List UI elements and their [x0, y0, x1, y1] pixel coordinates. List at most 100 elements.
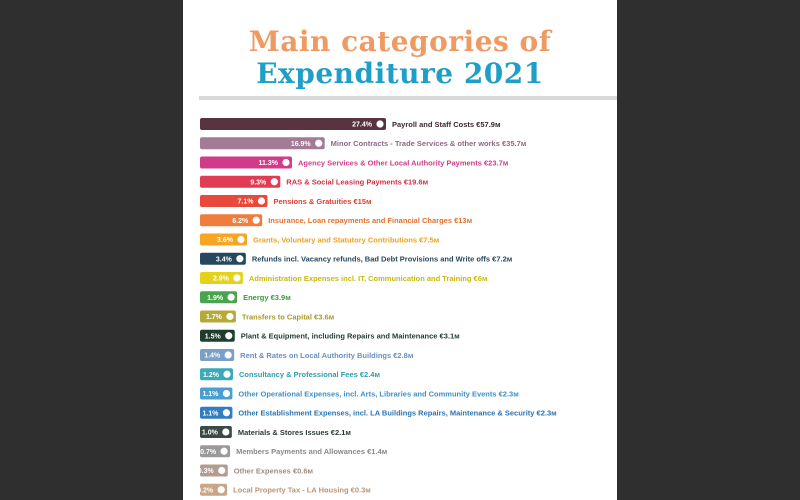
bar-percent-label: 6.2%	[232, 218, 249, 225]
bar-percent-label: 0.3%	[198, 468, 215, 475]
bar-row: 27.4% Payroll and Staff Costs €57.9м	[200, 118, 501, 130]
bar-percent-label: 1.2%	[203, 372, 220, 379]
bar-row: 1.2% Consultancy & Professional Fees €2.4…	[200, 368, 380, 381]
bar-end-dot	[315, 139, 323, 147]
bar-percent-label: 1.1%	[202, 391, 219, 398]
bar-category-label: Transfers to Capital €3.6м	[242, 312, 335, 321]
bar-percent-label: 16.9%	[291, 141, 312, 148]
bar-end-dot	[218, 466, 226, 475]
bar-row: 6.2% Insurance, Loan repayments and Finan…	[200, 214, 473, 227]
bar-end-dot	[237, 235, 245, 244]
bar-row: 0.3% Other Expenses €0.6м	[198, 464, 314, 477]
bar-category-label: Insurance, Loan repayments and Financial…	[268, 216, 472, 225]
bar-end-dot	[222, 409, 231, 417]
bar-row: 0.7% Members Payments and Allowances €1.4…	[200, 445, 388, 458]
bar-category-label: Administration Expenses incl. IT, Commun…	[249, 274, 488, 283]
bar	[200, 137, 325, 150]
bar-row: 7.1% Pensions & Gratuities €15м	[200, 195, 372, 207]
report-page: Main categories of Expenditure 2021 27.4…	[183, 0, 617, 500]
bar-category-label: Energy €3.9м	[243, 293, 291, 302]
bar	[200, 118, 386, 130]
bar-row: 1.5% Plant & Equipment, including Repairs…	[200, 329, 460, 342]
bar-row: 1.9% Energy €3.9м	[200, 291, 291, 304]
bar-row: 0.2% Local Property Tax - LA Housing €0.3…	[197, 483, 371, 496]
bar-end-dot	[252, 216, 260, 224]
bar	[200, 349, 235, 361]
bar-percent-label: 1.7%	[206, 314, 223, 321]
chart-title-line2: Expenditure 2021	[256, 57, 544, 90]
bar-percent-label: 1.9%	[207, 295, 224, 302]
bar-end-dot	[282, 158, 290, 167]
bar-row: 3.6% Grants, Voluntary and Statutory Cont…	[200, 233, 440, 246]
bar	[200, 214, 263, 227]
bar-row: 1.4% Rent & Rates on Local Authority Buil…	[200, 349, 414, 361]
bar-category-label: RAS & Social Leasing Payments €19.6м	[286, 178, 428, 187]
bar-category-label: Grants, Voluntary and Statutory Contribu…	[253, 235, 440, 244]
bar-category-label: Members Payments and Allowances €1.4м	[236, 447, 388, 456]
bar	[200, 233, 248, 246]
bar	[200, 387, 233, 400]
bar-category-label: Agency Services & Other Local Authority …	[298, 158, 509, 167]
bar-percent-label: 1.5%	[205, 333, 222, 340]
bar-percent-label: 7.1%	[237, 199, 254, 206]
bar-end-dot	[217, 486, 225, 494]
bar-row: 9.3% RAS & Social Leasing Payments €19.6м	[200, 175, 429, 188]
bar-row: 1.1% Other Establishment Expenses, incl. …	[200, 406, 557, 419]
bar	[200, 252, 246, 265]
bar-category-label: Payroll and Staff Costs €57.9м	[392, 120, 501, 129]
bar	[200, 310, 236, 323]
bar	[200, 329, 235, 342]
bar-row: 11.3% Agency Services & Other Local Autho…	[200, 156, 509, 169]
bar-end-dot	[233, 274, 241, 282]
bar-end-dot	[223, 370, 231, 378]
bar	[200, 291, 238, 304]
bar-end-dot	[220, 447, 228, 455]
bar-row: 1.7% Transfers to Capital €3.6м	[200, 310, 335, 323]
bar-percent-label: 3.4%	[216, 256, 233, 263]
bar	[200, 272, 243, 284]
bar-percent-label: 3.6%	[217, 237, 234, 244]
bar	[200, 406, 233, 419]
bar-category-label: Other Expenses €0.6м	[234, 466, 314, 475]
bar-row: 2.9% Administration Expenses incl. IT, Co…	[200, 272, 488, 284]
bar-category-label: Materials & Stores Issues €2.1м	[238, 428, 352, 437]
bar-end-dot	[224, 351, 232, 359]
bar-end-dot	[227, 293, 235, 301]
bar-category-label: Refunds incl. Vacancy refunds, Bad Debt …	[252, 255, 513, 264]
bar-percent-label: 1.1%	[202, 410, 219, 417]
bar-category-label: Other Establishment Expenses, incl. LA B…	[238, 409, 557, 418]
bar	[200, 195, 268, 207]
bar-category-label: Other Operational Expenses, incl. Arts, …	[238, 389, 519, 398]
title-divider	[199, 96, 617, 100]
bar-percent-label: 1.0%	[202, 430, 219, 437]
bar-end-dot	[257, 197, 266, 205]
bar-end-dot	[270, 178, 278, 186]
chart-title-line1: Main categories of	[248, 25, 552, 58]
bar-row: 3.4% Refunds incl. Vacancy refunds, Bad D…	[200, 252, 513, 265]
bar-percent-label: 2.9%	[213, 276, 230, 283]
bar-end-dot	[236, 255, 244, 263]
bar-percent-label: 27.4%	[352, 122, 373, 129]
bar-row: 16.9% Minor Contracts - Trade Services & …	[200, 137, 527, 150]
bar-end-dot	[225, 332, 233, 340]
bar-category-label: Plant & Equipment, including Repairs and…	[241, 332, 460, 341]
bar-category-label: Pensions & Gratuities €15м	[273, 197, 372, 206]
bar-percent-label: 0.2%	[197, 487, 214, 494]
bar-row: 1.1% Other Operational Expenses, incl. Ar…	[200, 387, 519, 400]
bar-end-dot	[222, 389, 231, 398]
bar-category-label: Rent & Rates on Local Authority Building…	[240, 351, 414, 360]
bar-end-dot	[226, 312, 234, 321]
bar-category-label: Consultancy & Professional Fees €2.4м	[239, 370, 380, 379]
expenditure-bar-chart: 27.4% Payroll and Staff Costs €57.9м 16.9%…	[197, 118, 557, 496]
bar-percent-label: 1.4%	[204, 353, 221, 360]
bar-percent-label: 9.3%	[250, 179, 267, 186]
bar-row: 1.0% Materials & Stores Issues €2.1м	[200, 426, 351, 438]
bar-percent-label: 0.7%	[200, 449, 217, 456]
bar-percent-label: 11.3%	[259, 160, 279, 167]
bar	[200, 156, 292, 169]
bar-end-dot	[222, 428, 230, 436]
bar-end-dot	[376, 120, 384, 128]
bar-category-label: Local Property Tax - LA Housing €0.3м	[233, 486, 371, 495]
bar	[200, 175, 281, 188]
bar	[200, 368, 234, 381]
